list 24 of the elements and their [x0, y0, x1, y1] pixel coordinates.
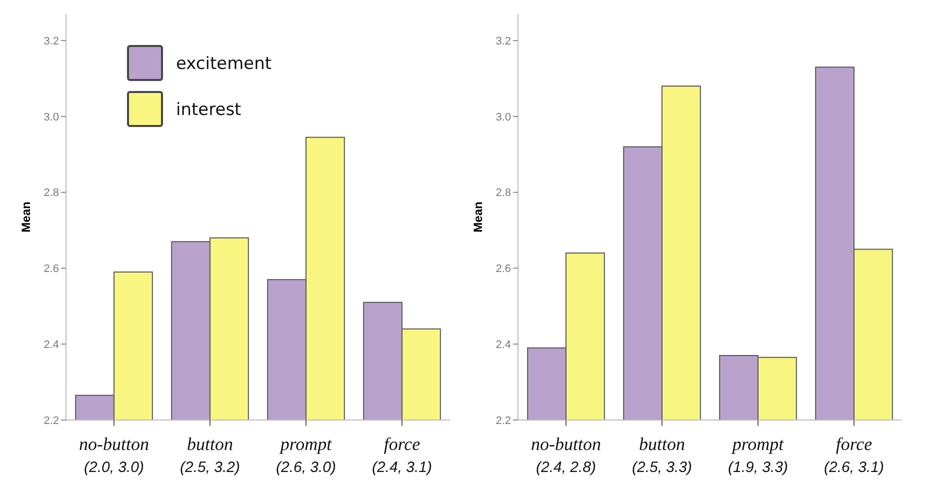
x-tick-label: button (2.5, 3.3): [632, 434, 692, 476]
x-tick-label: no-button (2.0, 3.0): [79, 434, 149, 476]
y-tick-label: 3.2: [44, 35, 59, 48]
y-tick-label: 3.0: [44, 111, 59, 124]
x-tick-label: prompt (2.6, 3.0): [276, 434, 336, 476]
y-tick-label: 2.2: [44, 414, 59, 427]
x-tick-label: force (2.6, 3.1): [824, 434, 884, 476]
legend-label: interest: [176, 100, 242, 120]
y-tick-label: 2.6: [44, 263, 59, 276]
y-tick-label: 2.4: [496, 338, 511, 351]
y-tick-label: 2.6: [496, 263, 511, 276]
y-axis-title: Mean: [19, 202, 33, 232]
x-tick-label: force (2.4, 3.1): [372, 434, 432, 476]
x-tick-label: prompt (1.9, 3.3): [728, 434, 788, 476]
y-tick-label: 2.8: [44, 187, 59, 200]
y-tick-label: 2.2: [496, 414, 511, 427]
y-tick-label: 3.2: [496, 35, 511, 48]
y-tick-label: 2.8: [496, 187, 511, 200]
legend-label: excitement: [176, 54, 272, 74]
x-tick-label: no-button (2.4, 2.8): [531, 434, 601, 476]
y-tick-label: 3.0: [496, 111, 511, 124]
x-tick-label: button (2.5, 3.2): [180, 434, 240, 476]
y-tick-label: 2.4: [44, 338, 59, 351]
y-axis-title: Mean: [471, 202, 485, 232]
